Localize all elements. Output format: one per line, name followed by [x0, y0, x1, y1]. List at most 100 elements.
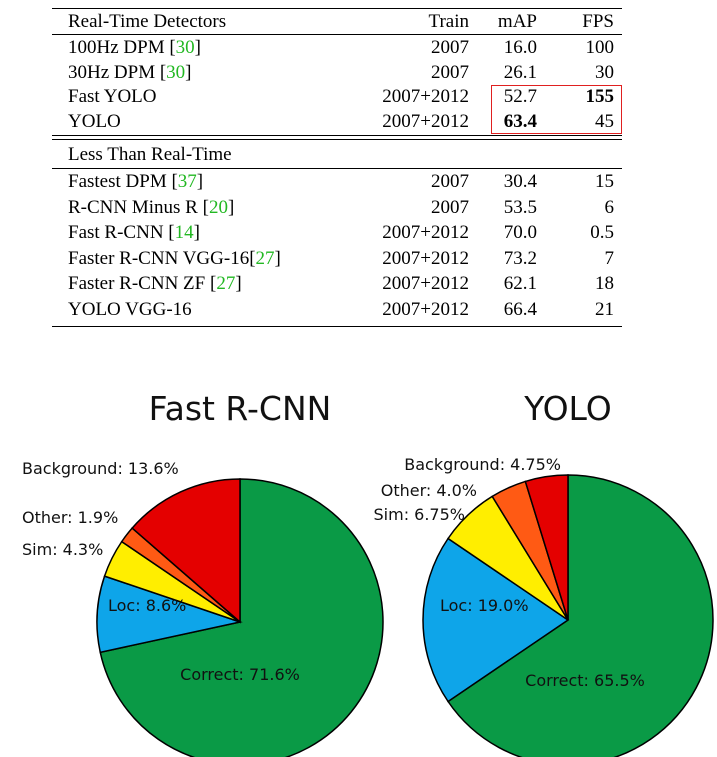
method-name: Fastest DPM [37]: [68, 171, 203, 193]
map-value: 62.1: [503, 273, 537, 294]
pie-title: YOLO: [523, 389, 612, 428]
method-label: 100Hz DPM [: [68, 37, 176, 58]
method-name: Fast YOLO: [68, 86, 157, 108]
table-row: Fastest DPM [37] 2007 30.4 15: [52, 171, 622, 193]
citation-link[interactable]: 30: [175, 37, 195, 58]
train-value: 2007: [431, 196, 469, 218]
pie-fast-rcnn: Fast R-CNN Correct: 71.6% Loc: 8.6% Sim: 4.…: [22, 389, 384, 757]
slice-label: Loc: 19.0%: [440, 596, 529, 615]
map-value: 70.0: [503, 222, 537, 243]
method-label: YOLO: [68, 110, 121, 132]
method-label: R-CNN Minus R [: [68, 196, 209, 218]
fps-value: 100: [585, 37, 615, 58]
slice-label: Background: 4.75%: [404, 455, 561, 474]
method-label: Fast R-CNN [: [68, 222, 175, 243]
map-value: 63.4: [503, 110, 537, 132]
method-name: Fast R-CNN [14]: [68, 222, 200, 244]
citation-link[interactable]: 30: [166, 61, 186, 83]
slice-label: Loc: 8.6%: [108, 596, 186, 615]
pie-yolo: YOLO Correct: 65.5% Loc: 19.0% Sim: 6.75% Ot…: [374, 389, 714, 757]
citation-close: ]: [193, 222, 200, 243]
citation-link[interactable]: 27: [255, 247, 275, 269]
fps-value: 7: [604, 247, 615, 269]
table-row: YOLO 2007+2012 63.4 45: [52, 111, 622, 133]
citation-link[interactable]: 20: [208, 196, 228, 218]
method-name: YOLO VGG-16: [68, 299, 192, 321]
header-train: Train: [428, 11, 469, 32]
fps-value: 30: [595, 61, 614, 83]
slice-label: Correct: 65.5%: [525, 671, 645, 690]
fps-value: 21: [595, 298, 614, 320]
table-row: Faster R-CNN VGG-16[27] 2007+2012 73.2 7: [52, 248, 622, 270]
method-label: Fast YOLO: [68, 86, 157, 107]
train-value: 2007+2012: [382, 247, 469, 269]
method-name: 100Hz DPM [30]: [68, 37, 201, 59]
citation-close: ]: [185, 61, 192, 83]
citation-link[interactable]: 37: [177, 171, 197, 192]
map-value: 66.4: [503, 298, 537, 320]
method-name: YOLO: [68, 111, 121, 133]
fps-value: 6: [604, 196, 615, 218]
method-label: Fastest DPM [: [68, 171, 178, 192]
header-section1: Real-Time Detectors: [68, 11, 227, 32]
section2-row: Less Than Real-Time: [52, 144, 622, 166]
map-value: 16.0: [503, 37, 537, 58]
slice-label: Sim: 6.75%: [374, 505, 466, 524]
citation-close: ]: [194, 37, 201, 58]
method-label: Faster R-CNN ZF [: [68, 273, 217, 294]
map-value: 30.4: [503, 171, 537, 192]
pie-slice: [99, 478, 384, 757]
bottom-rule: [52, 326, 622, 327]
train-value: 2007: [431, 171, 469, 192]
slice-label: Background: 13.6%: [22, 459, 179, 478]
pie-title: Fast R-CNN: [149, 389, 332, 428]
train-value: 2007+2012: [382, 222, 469, 243]
citation-link[interactable]: 14: [174, 222, 194, 243]
citation-close: ]: [196, 171, 204, 192]
header-row: Real-Time Detectors Train mAP FPS: [52, 11, 622, 33]
method-label: YOLO VGG-16: [68, 298, 192, 320]
map-value: 73.2: [503, 247, 537, 269]
pie-slice: [131, 478, 241, 624]
slice-label: Sim: 4.3%: [22, 540, 103, 559]
pie-charts: Fast R-CNN Correct: 71.6% Loc: 8.6% Sim: 4.…: [22, 389, 714, 757]
header-rule: [52, 34, 622, 35]
section2-label: Less Than Real-Time: [68, 144, 232, 165]
method-name: Faster R-CNN VGG-16[27]: [68, 248, 281, 270]
section-rule-2: [52, 139, 622, 140]
method-name: 30Hz DPM [30]: [68, 62, 192, 84]
section2-rule: [52, 168, 622, 169]
citation-close: ]: [274, 247, 281, 269]
fps-value: 18: [595, 273, 614, 294]
table-row: Faster R-CNN ZF [27] 2007+2012 62.1 18: [52, 273, 622, 295]
train-value: 2007+2012: [382, 110, 469, 132]
slice-label: Other: 1.9%: [22, 508, 118, 527]
table-row: Fast R-CNN [14] 2007+2012 70.0 0.5: [52, 222, 622, 244]
table-row: 30Hz DPM [30] 2007 26.1 30: [52, 62, 622, 84]
method-label: 30Hz DPM [: [68, 61, 167, 83]
table-row: YOLO VGG-16 2007+2012 66.4 21: [52, 299, 622, 321]
citation-close: ]: [227, 196, 235, 218]
map-value: 52.7: [503, 86, 537, 107]
section-rule-1: [52, 135, 622, 136]
train-value: 2007+2012: [382, 298, 469, 320]
method-label: Faster R-CNN VGG-16[: [68, 247, 256, 269]
highlight-box: [491, 85, 622, 134]
method-name: Faster R-CNN ZF [27]: [68, 273, 242, 295]
fps-value: 155: [585, 86, 615, 107]
pie-slice: [422, 537, 570, 703]
train-value: 2007: [431, 37, 469, 58]
top-rule: [52, 8, 622, 9]
pie-slice: [524, 474, 569, 621]
slice-label: Correct: 71.6%: [180, 665, 300, 684]
table-row: Fast YOLO 2007+2012 52.7 155: [52, 86, 622, 108]
method-name: R-CNN Minus R [20]: [68, 197, 234, 219]
header-map: mAP: [497, 11, 537, 32]
citation-close: ]: [235, 273, 242, 294]
fps-value: 15: [595, 171, 614, 192]
train-value: 2007: [431, 61, 469, 83]
fps-value: 45: [595, 110, 614, 132]
citation-link[interactable]: 27: [216, 273, 236, 294]
train-value: 2007+2012: [382, 86, 469, 107]
pie-slice: [447, 474, 714, 757]
